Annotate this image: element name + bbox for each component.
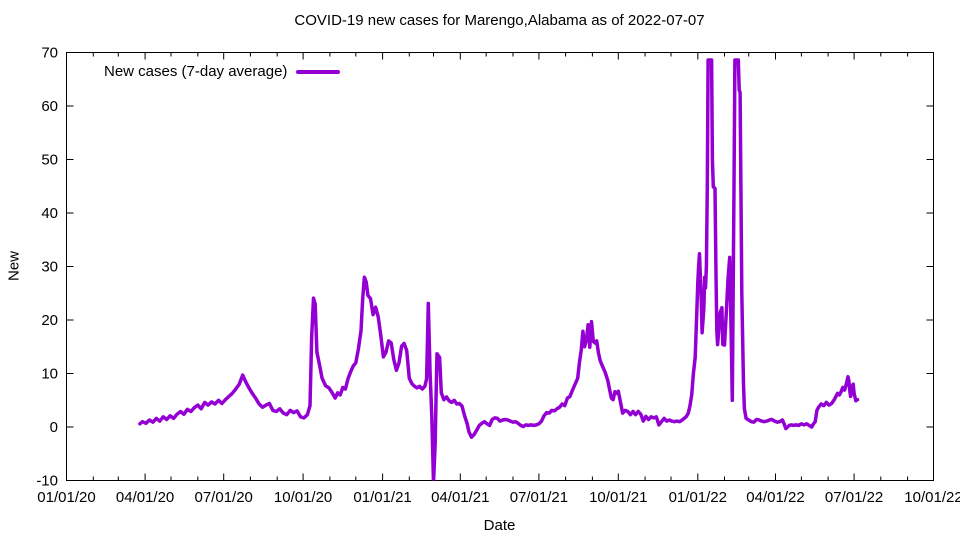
y-tick-label: 10 bbox=[41, 366, 58, 383]
y-tick-label: 0 bbox=[50, 419, 58, 436]
y-tick-label: 70 bbox=[41, 45, 58, 62]
x-tick-label: 10/01/21 bbox=[589, 489, 647, 506]
x-tick-label: 10/01/20 bbox=[274, 489, 332, 506]
y-tick-label: 50 bbox=[41, 152, 58, 169]
axis-minor-ticks bbox=[92, 52, 909, 481]
x-tick-label: 04/01/21 bbox=[431, 489, 489, 506]
y-tick-label: 40 bbox=[41, 205, 58, 222]
chart-title: COVID-19 new cases for Marengo,Alabama a… bbox=[294, 12, 705, 29]
x-tick-label: 01/01/20 bbox=[37, 489, 95, 506]
x-tick-label: 07/01/22 bbox=[825, 489, 883, 506]
y-tick-label: 60 bbox=[41, 98, 58, 115]
legend-line-swatch bbox=[296, 69, 341, 74]
series-line-new-cases bbox=[138, 58, 860, 481]
y-tick-label: -10 bbox=[36, 473, 58, 490]
x-tick-label: 01/01/21 bbox=[353, 489, 411, 506]
legend: New cases (7-day average) bbox=[104, 63, 341, 80]
y-tick-label: 30 bbox=[41, 259, 58, 276]
x-tick-label: 01/01/22 bbox=[669, 489, 727, 506]
x-tick-label: 07/01/20 bbox=[195, 489, 253, 506]
x-tick-label: 04/01/22 bbox=[746, 489, 804, 506]
plot-border bbox=[66, 52, 934, 481]
x-tick-label: 04/01/20 bbox=[116, 489, 174, 506]
y-tick-label: 20 bbox=[41, 312, 58, 329]
legend-label: New cases (7-day average) bbox=[104, 63, 288, 80]
x-tick-label: 07/01/21 bbox=[510, 489, 568, 506]
x-tick-label: 10/01/22 bbox=[904, 489, 960, 506]
x-axis-title: Date bbox=[483, 517, 516, 534]
axis-major-ticks bbox=[66, 52, 934, 481]
